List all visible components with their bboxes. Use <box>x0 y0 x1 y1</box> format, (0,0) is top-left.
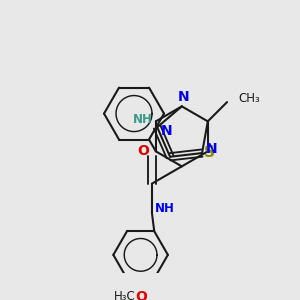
Text: N: N <box>205 142 217 156</box>
Text: S: S <box>204 145 215 160</box>
Text: NH: NH <box>133 113 153 126</box>
Text: N: N <box>178 90 189 104</box>
Text: NH: NH <box>155 202 175 215</box>
Text: CH₃: CH₃ <box>238 92 260 105</box>
Text: O: O <box>137 144 149 158</box>
Text: H₃C: H₃C <box>114 290 136 300</box>
Text: O: O <box>136 290 148 300</box>
Text: N: N <box>160 124 172 138</box>
